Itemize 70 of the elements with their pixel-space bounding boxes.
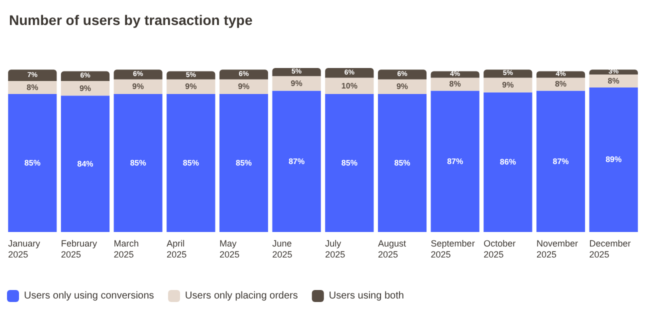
data-label: 86% [500, 158, 516, 167]
bar [219, 94, 268, 232]
bar [378, 70, 427, 80]
bar [60, 96, 110, 232]
data-label: 8% [449, 80, 461, 89]
bar [325, 94, 374, 232]
bar [166, 94, 216, 232]
bar [272, 76, 321, 91]
data-label: 87% [447, 156, 464, 166]
data-label: 85% [394, 158, 410, 168]
bar [484, 92, 532, 232]
data-label: 9% [238, 82, 250, 92]
bar [60, 80, 110, 96]
bar [589, 74, 638, 88]
x-tick-label: February 2025 [60, 238, 98, 260]
data-label: 9% [79, 84, 92, 93]
data-label: 8% [608, 76, 620, 86]
bar [430, 78, 480, 91]
data-label: 85% [24, 158, 40, 168]
bar [430, 90, 480, 232]
bar [378, 94, 427, 232]
data-label: 9% [185, 82, 197, 92]
bar [484, 78, 532, 92]
data-label: 84% [77, 159, 94, 168]
bar [219, 79, 268, 94]
bar [8, 94, 57, 232]
bar [8, 70, 57, 81]
x-tick-label: September 2025 [430, 238, 475, 260]
chart-title: Number of users by transaction type [9, 12, 253, 28]
bar [114, 79, 162, 94]
data-label: 9% [132, 82, 144, 92]
legend-label: Users only using conversions [24, 290, 154, 302]
x-tick-label: April 2025 [166, 238, 187, 260]
data-label: 85% [341, 158, 358, 168]
data-label: 8% [26, 82, 38, 92]
bar [325, 78, 374, 94]
legend-label: Users using both [328, 290, 404, 302]
bar [166, 79, 216, 94]
x-tick-label: December 2025 [589, 238, 631, 260]
bar [114, 94, 162, 232]
data-label: 9% [502, 80, 514, 90]
bar [536, 90, 586, 232]
x-tick-label: November 2025 [536, 238, 578, 260]
x-tick-label: May 2025 [219, 238, 240, 260]
legend-label: Users only placing orders [185, 290, 298, 302]
data-label: 87% [552, 156, 569, 166]
x-tick-label: October 2025 [484, 238, 516, 260]
bar [536, 78, 586, 91]
data-label: 9% [290, 78, 302, 88]
bar [8, 80, 57, 94]
bar [219, 70, 268, 80]
data-label: 85% [130, 158, 146, 168]
bar [166, 71, 216, 80]
data-label: 87% [288, 156, 305, 166]
data-label: 10% [341, 81, 358, 90]
data-label: 9% [396, 82, 408, 92]
bar [272, 90, 321, 232]
data-label: 8% [554, 80, 567, 89]
x-tick-label: August 2025 [378, 238, 406, 260]
bar [589, 87, 638, 232]
bar [114, 70, 162, 80]
data-label: 89% [606, 155, 622, 164]
x-tick-label: January 2025 [8, 238, 41, 260]
x-tick-label: July 2025 [325, 238, 346, 260]
data-label: 85% [236, 158, 252, 168]
x-tick-label: June 2025 [272, 238, 292, 260]
bar [378, 79, 427, 94]
data-label: 85% [182, 158, 199, 168]
bar [60, 71, 110, 81]
x-tick-label: March 2025 [114, 238, 139, 260]
